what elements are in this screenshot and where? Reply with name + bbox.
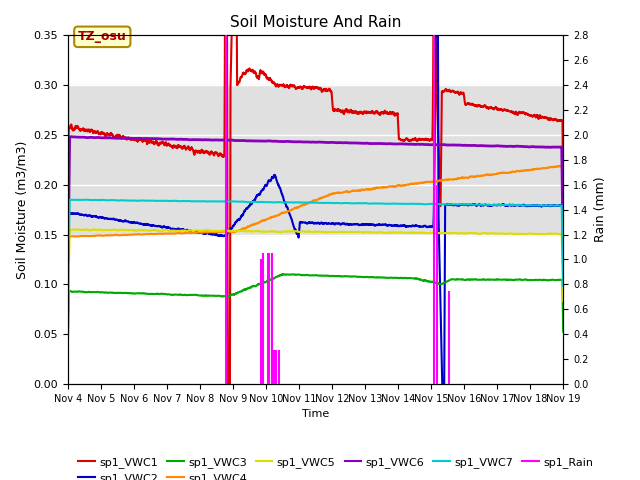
Y-axis label: Rain (mm): Rain (mm) (594, 177, 607, 242)
Y-axis label: Soil Moisture (m3/m3): Soil Moisture (m3/m3) (15, 141, 28, 279)
Title: Soil Moisture And Rain: Soil Moisture And Rain (230, 15, 401, 30)
Legend: sp1_VWC1, sp1_VWC2, sp1_VWC3, sp1_VWC4, sp1_VWC5, sp1_VWC6, sp1_VWC7, sp1_Rain: sp1_VWC1, sp1_VWC2, sp1_VWC3, sp1_VWC4, … (74, 452, 598, 480)
Text: TZ_osu: TZ_osu (78, 30, 127, 43)
X-axis label: Time: Time (302, 409, 329, 419)
Bar (68, 85, 563, 235)
